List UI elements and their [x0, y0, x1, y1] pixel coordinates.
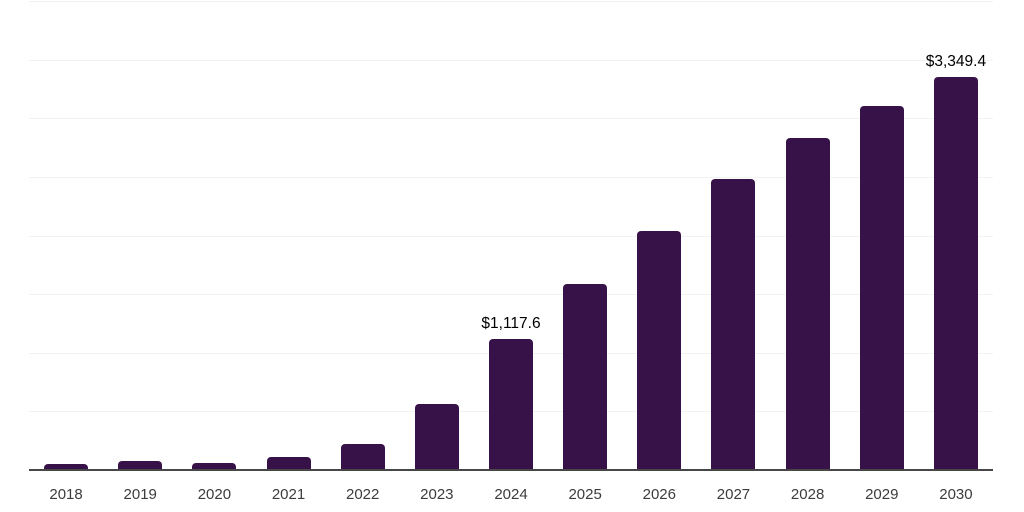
- bar-2027[interactable]: [711, 179, 756, 470]
- bar-2028[interactable]: [785, 137, 830, 470]
- bar-2029[interactable]: [859, 106, 904, 470]
- x-tick-label-2019: 2019: [123, 486, 157, 503]
- bar-2023[interactable]: [414, 404, 459, 470]
- x-tick-label-2021: 2021: [271, 486, 306, 503]
- x-tick-label-2029: 2029: [865, 486, 899, 503]
- bar-2022[interactable]: [340, 443, 385, 470]
- x-tick-label-2020: 2020: [197, 486, 232, 503]
- bar-2021[interactable]: [266, 457, 311, 470]
- bar-2018[interactable]: [44, 464, 89, 470]
- x-tick-label-2030: 2030: [939, 486, 973, 503]
- gridline: [29, 235, 993, 237]
- bar-2019[interactable]: [118, 460, 163, 470]
- x-tick-label-2024: 2024: [494, 486, 528, 503]
- bar-2030[interactable]: [933, 77, 978, 470]
- x-tick-label-2028: 2028: [790, 486, 825, 503]
- x-tick-label-2018: 2018: [49, 486, 83, 503]
- x-tick-label-2025: 2025: [568, 486, 602, 503]
- x-tick-label-2027: 2027: [716, 486, 751, 503]
- x-axis-line: [29, 469, 993, 471]
- gridline: [29, 1, 993, 2]
- gridline: [29, 294, 993, 296]
- bar-value-label-2024: $1,117.6: [481, 314, 541, 332]
- bar-2020[interactable]: [192, 462, 237, 470]
- bar-2024[interactable]: [489, 338, 533, 470]
- bar-2025[interactable]: [563, 283, 608, 470]
- x-tick-label-2026: 2026: [642, 486, 676, 503]
- gridline: [29, 118, 993, 120]
- gridline: [29, 176, 993, 178]
- x-tick-label-2022: 2022: [346, 486, 380, 503]
- bar-2026[interactable]: [637, 230, 682, 470]
- x-tick-label-2023: 2023: [420, 486, 454, 503]
- bar-value-label-2030: $3,349.4: [925, 53, 987, 71]
- gridline: [29, 59, 993, 61]
